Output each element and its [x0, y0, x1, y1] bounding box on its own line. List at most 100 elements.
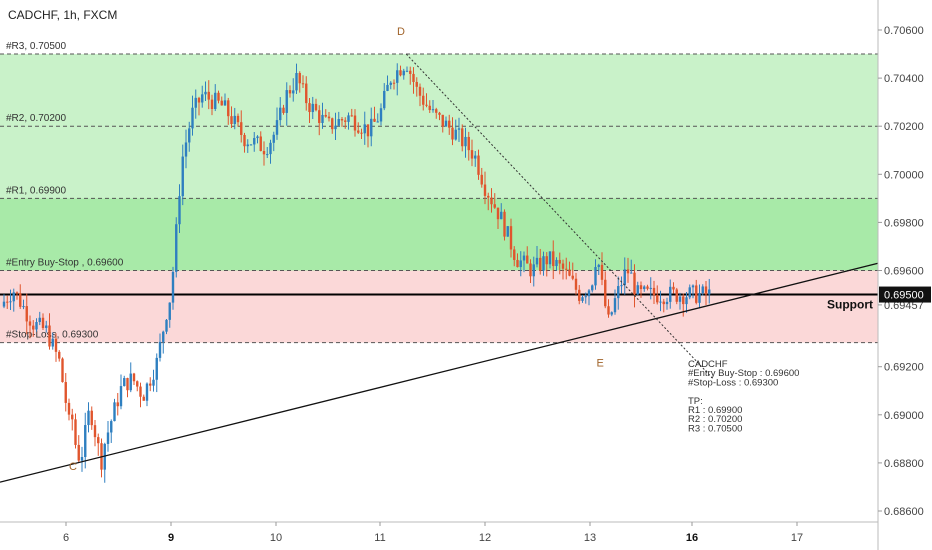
annotation-line: CADCHF: [688, 359, 728, 370]
candle-body: [535, 257, 539, 265]
candle-body: [230, 116, 233, 125]
candle-body: [181, 156, 184, 197]
candle-body: [415, 81, 418, 87]
candle-body: [126, 378, 129, 391]
time-tick-label: 9: [168, 532, 174, 544]
candle-body: [539, 257, 542, 271]
candle-body: [184, 142, 188, 157]
candle-body: [233, 115, 236, 125]
candle-body: [314, 103, 318, 111]
candle-body: [396, 70, 399, 83]
annotation-line: R2 : 0.70200: [688, 414, 742, 425]
candle-body: [282, 107, 285, 113]
price-tick-label: 0.69000: [884, 410, 924, 422]
tp-zone-lower: [0, 198, 878, 271]
candle-body: [240, 122, 243, 135]
candle-body: [236, 115, 240, 123]
candle-body: [695, 285, 698, 303]
candle-body: [87, 410, 90, 426]
time-tick-label: 16: [686, 532, 698, 544]
candle-body: [431, 109, 435, 111]
candle-body: [652, 287, 656, 296]
candle-body: [496, 207, 500, 220]
candle-body: [292, 90, 295, 94]
time-tick-label: 13: [584, 532, 596, 544]
candle-body: [604, 279, 607, 307]
candle-body: [347, 115, 350, 122]
candle-body: [288, 90, 292, 94]
price-tick-label: 0.69200: [884, 362, 924, 374]
candle-body: [480, 174, 483, 185]
candle-body: [331, 118, 334, 130]
candle-body: [422, 95, 425, 105]
trendlines: [0, 53, 879, 483]
candle-body: [318, 110, 321, 123]
candle-body: [279, 107, 282, 121]
price-tick-label: 0.69800: [884, 217, 924, 229]
level-label: #R2, 0.70200: [6, 113, 66, 124]
candle-body: [214, 92, 217, 109]
candle-body: [41, 317, 45, 328]
candle-body: [623, 269, 626, 286]
candle-body: [178, 196, 181, 225]
candle-body: [594, 267, 597, 286]
candle-body: [610, 312, 613, 315]
candle-body: [477, 155, 480, 175]
candle-body: [493, 204, 496, 208]
candle-body: [123, 378, 126, 387]
candle-body: [425, 104, 428, 106]
candle-body: [708, 289, 711, 295]
candle-body: [19, 293, 22, 307]
price-tick-label: 0.68800: [884, 458, 924, 470]
candle-body: [275, 120, 279, 135]
candle-body: [171, 271, 175, 303]
candle-body: [500, 211, 503, 220]
candle-body: [93, 425, 97, 438]
candle-body: [175, 224, 178, 272]
candle-body: [545, 256, 548, 265]
candle-body: [370, 118, 373, 137]
chart-labels: C D E CADCHF#Entry Buy-Stop : 0.69600#Stop-…: [69, 26, 799, 473]
price-zones: [0, 54, 878, 343]
price-tick-label: 0.70400: [884, 73, 924, 85]
candle-body: [246, 144, 249, 147]
candle-body: [487, 195, 490, 198]
candle-body: [643, 286, 646, 290]
candle-body: [308, 103, 311, 113]
candle-body: [51, 338, 54, 347]
candle-body: [168, 302, 171, 320]
price-tick-label: 0.68600: [884, 506, 924, 518]
candle-body: [379, 108, 383, 122]
candle-body: [129, 373, 132, 391]
candle-body: [675, 289, 678, 302]
candle-body: [448, 120, 451, 128]
candle-body: [386, 84, 389, 91]
candle-body: [639, 285, 643, 290]
candle-body: [522, 255, 526, 261]
candle-body: [526, 255, 529, 264]
candle-body: [113, 402, 116, 422]
candle-body: [513, 249, 516, 260]
annotation-line: R1 : 0.69900: [688, 405, 742, 416]
candle-body: [503, 211, 506, 237]
candle-body: [71, 414, 74, 420]
candle-body: [32, 325, 35, 330]
candle-body: [256, 136, 259, 139]
candle-body: [483, 184, 487, 196]
chart-title: CADCHF, 1h, FXCM: [8, 8, 117, 22]
candle-body: [22, 306, 25, 308]
candle-body: [552, 251, 555, 267]
price-tick-label: 0.69600: [884, 266, 924, 278]
support-price-box: [879, 286, 931, 303]
candle-body: [136, 381, 139, 387]
candle-body: [340, 119, 344, 121]
candle-body: [490, 197, 493, 205]
candle-body: [207, 91, 210, 100]
candle-body: [587, 290, 591, 297]
candle-body: [548, 251, 552, 265]
candle-body: [451, 127, 454, 140]
candle-body: [373, 118, 376, 122]
candle-body: [210, 99, 214, 109]
candle-body: [555, 259, 558, 267]
